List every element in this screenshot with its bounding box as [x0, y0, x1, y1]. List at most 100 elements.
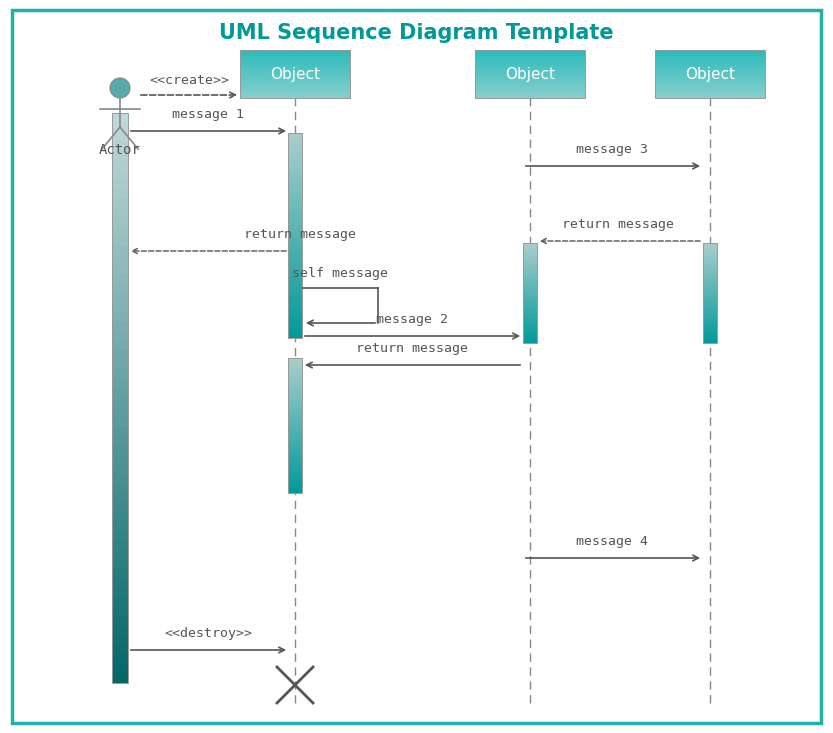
Bar	[288, 256, 302, 259]
Bar	[703, 292, 717, 295]
Bar	[703, 312, 717, 314]
Bar	[523, 301, 537, 303]
Bar	[655, 91, 765, 92]
Bar	[240, 66, 350, 67]
Bar	[475, 87, 585, 89]
Bar	[703, 306, 717, 308]
Bar	[112, 312, 128, 322]
Bar	[112, 274, 128, 284]
Bar	[703, 256, 717, 258]
Text: message 1: message 1	[172, 108, 244, 121]
Bar	[112, 578, 128, 588]
Bar	[240, 83, 350, 84]
Bar	[523, 266, 537, 268]
Bar	[703, 276, 717, 278]
Bar	[288, 300, 302, 304]
Bar	[240, 60, 350, 61]
Bar	[523, 257, 537, 259]
Bar	[475, 50, 585, 98]
Bar	[523, 326, 537, 328]
Bar	[703, 291, 717, 293]
Bar	[288, 238, 302, 243]
Bar	[288, 369, 302, 372]
Bar	[523, 303, 537, 305]
Bar	[523, 339, 537, 342]
Bar	[112, 540, 128, 550]
Bar	[523, 249, 537, 251]
Bar	[703, 268, 717, 270]
Bar	[703, 259, 717, 262]
Bar	[523, 289, 537, 291]
Bar	[475, 64, 585, 65]
Bar	[703, 244, 717, 246]
Bar	[288, 476, 302, 479]
Bar	[112, 474, 128, 484]
Bar	[240, 63, 350, 65]
Bar	[288, 136, 302, 140]
Bar	[112, 597, 128, 607]
Bar	[703, 303, 717, 305]
Bar	[288, 448, 302, 450]
Bar	[523, 264, 537, 266]
Bar	[523, 312, 537, 314]
Bar	[288, 400, 302, 403]
Bar	[112, 654, 128, 664]
Bar	[288, 303, 302, 307]
Bar	[703, 269, 717, 271]
Bar	[703, 249, 717, 251]
Bar	[288, 479, 302, 482]
Bar	[288, 306, 302, 311]
Bar	[288, 331, 302, 334]
Text: return message: return message	[356, 342, 468, 355]
Bar	[523, 281, 537, 283]
Text: message 4: message 4	[576, 535, 648, 548]
Bar	[112, 255, 128, 265]
Bar	[288, 430, 302, 432]
Bar	[475, 68, 585, 69]
Bar	[475, 81, 585, 82]
Bar	[523, 261, 537, 263]
Bar	[288, 490, 302, 493]
Bar	[288, 133, 302, 136]
Bar	[703, 282, 717, 284]
Bar	[655, 70, 765, 72]
Bar	[655, 65, 765, 67]
Bar	[475, 97, 585, 98]
Bar	[288, 474, 302, 477]
Bar	[288, 445, 302, 448]
Bar	[655, 77, 765, 78]
Bar	[703, 334, 717, 336]
Bar	[523, 270, 537, 273]
Bar	[240, 50, 350, 98]
Text: UML Sequence Diagram Template: UML Sequence Diagram Template	[219, 23, 613, 43]
Bar	[240, 62, 350, 64]
Bar	[112, 350, 128, 360]
Bar	[288, 221, 302, 225]
Bar	[655, 96, 765, 97]
Bar	[523, 317, 537, 320]
Bar	[703, 296, 717, 298]
Bar	[475, 69, 585, 70]
Bar	[523, 284, 537, 287]
Bar	[112, 246, 128, 256]
Bar	[112, 236, 128, 246]
Bar	[523, 333, 537, 335]
Bar	[523, 309, 537, 312]
Bar	[523, 294, 537, 296]
Bar	[703, 294, 717, 296]
Bar	[112, 359, 128, 369]
Bar	[703, 266, 717, 268]
Bar	[288, 279, 302, 284]
Bar	[655, 68, 765, 69]
Bar	[288, 287, 302, 290]
Bar	[112, 673, 128, 683]
Bar	[288, 486, 302, 488]
Bar	[288, 290, 302, 294]
Bar	[475, 57, 585, 59]
Bar	[655, 75, 765, 76]
Bar	[288, 438, 302, 441]
Bar	[288, 252, 302, 256]
Bar	[240, 89, 350, 90]
Bar	[703, 254, 717, 257]
Bar	[475, 91, 585, 92]
